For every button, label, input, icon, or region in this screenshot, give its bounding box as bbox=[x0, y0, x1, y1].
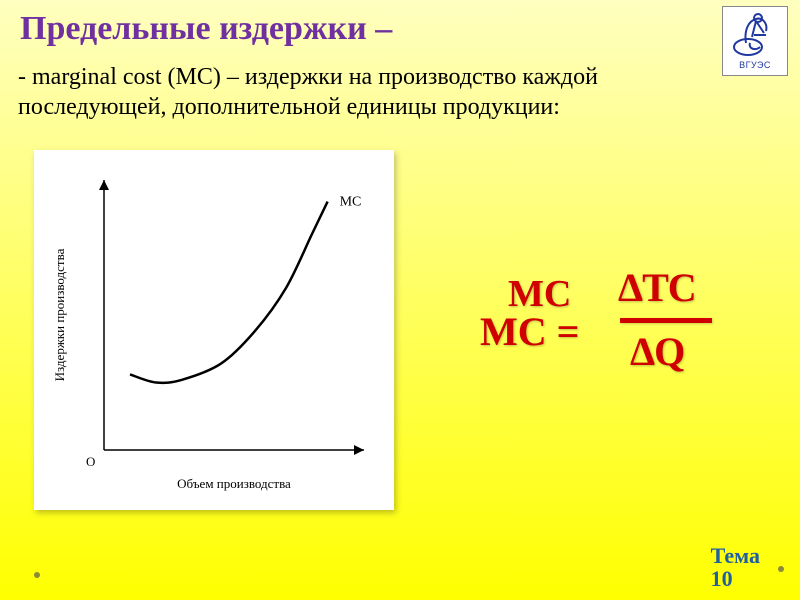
mc-chart-svg: O Объем производства Издержки производства… bbox=[34, 150, 394, 510]
logo-icon bbox=[726, 9, 784, 59]
footer-line2: 10 bbox=[711, 566, 733, 591]
mc-chart: O Объем производства Издержки производства… bbox=[34, 150, 394, 510]
definition-text: - marginal cost (MC) – издержки на произ… bbox=[18, 62, 720, 122]
decor-dot bbox=[34, 572, 40, 578]
svg-text:MC: MC bbox=[340, 195, 362, 210]
formula-lhs-main: MC = bbox=[480, 308, 579, 355]
footer-line1: Тема bbox=[711, 543, 760, 568]
svg-text:O: O bbox=[86, 454, 95, 469]
formula-numerator: ΔTC bbox=[618, 264, 696, 311]
formula-fraction-bar bbox=[620, 318, 712, 323]
footer-topic: Тема 10 bbox=[711, 544, 760, 590]
logo-label: ВГУЭС bbox=[739, 60, 771, 70]
svg-text:Издержки производства: Издержки производства bbox=[52, 248, 67, 381]
slide: Предельные издержки – ВГУЭС - marginal c… bbox=[0, 0, 800, 600]
logo-badge: ВГУЭС bbox=[722, 6, 788, 76]
svg-text:Объем производства: Объем производства bbox=[177, 476, 291, 491]
slide-title: Предельные издержки – bbox=[20, 10, 392, 48]
decor-dot bbox=[778, 566, 784, 572]
formula-denominator: ΔQ bbox=[630, 328, 684, 375]
